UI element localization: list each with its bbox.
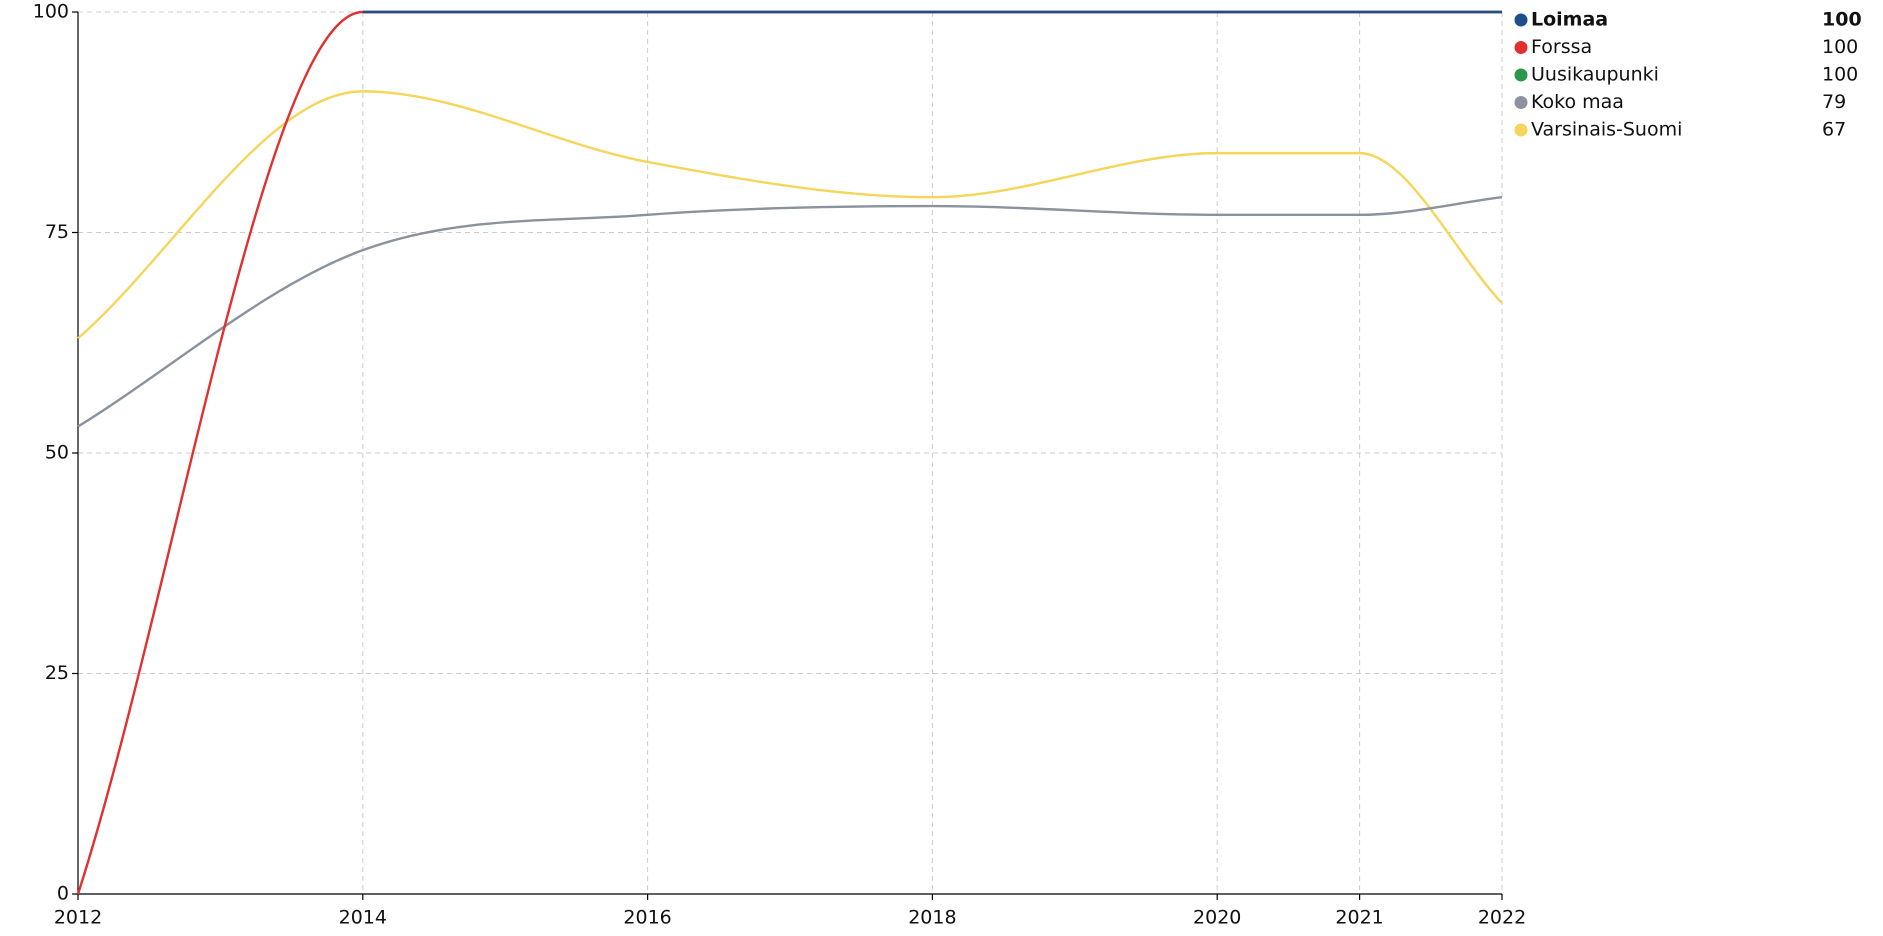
legend-marker (1514, 68, 1528, 82)
legend-marker (1514, 41, 1528, 54)
legend-marker (1514, 13, 1528, 27)
series-line (77, 196, 1503, 428)
legend-marker (1514, 123, 1528, 137)
x-tick-label: 2020 (1193, 907, 1241, 929)
series-line (77, 90, 1503, 340)
x-tick-label: 2022 (1478, 907, 1526, 929)
legend-label: Loimaa (1531, 9, 1608, 31)
x-tick-label: 2018 (908, 907, 956, 929)
legend-label: Uusikaupunki (1531, 64, 1659, 86)
legend-label: Varsinais-Suomi (1531, 119, 1682, 141)
legend-value: 67 (1822, 119, 1846, 141)
x-tick-label: 2021 (1335, 907, 1383, 929)
legend-value: 100 (1822, 9, 1862, 31)
x-tick-label: 2014 (339, 907, 387, 929)
y-tick-label: 50 (45, 442, 69, 464)
y-tick-label: 25 (45, 662, 69, 684)
x-tick-label: 2012 (54, 907, 102, 929)
legend-marker (1514, 96, 1528, 109)
legend-value: 100 (1822, 64, 1858, 86)
x-tick-label: 2016 (623, 907, 671, 929)
y-tick-label: 0 (57, 883, 69, 905)
legend-value: 100 (1822, 36, 1858, 58)
y-tick-label: 75 (45, 221, 69, 243)
y-tick-label: 100 (33, 1, 69, 23)
legend-label: Forssa (1531, 36, 1592, 58)
legend-label: Koko maa (1531, 91, 1624, 113)
legend-value: 79 (1822, 91, 1846, 113)
